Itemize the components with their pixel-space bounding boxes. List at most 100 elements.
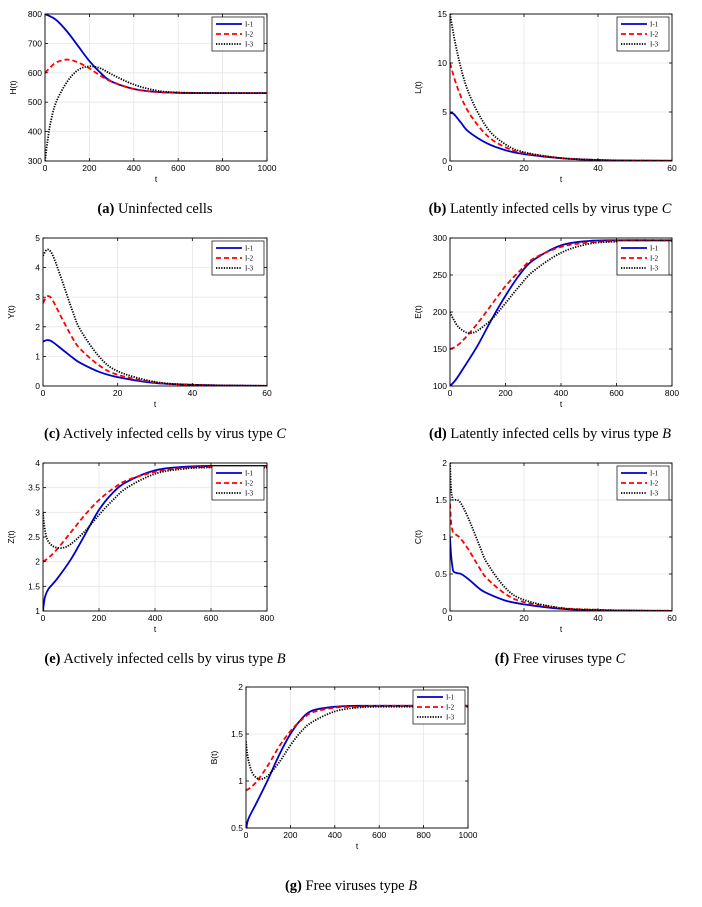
- chart-e: 0 200 400 600 800 1 1.5 2 2.5 3 3.5 4 t Z(t) I-1 I-2 I-3: [6, 458, 274, 634]
- series-line-i-3: [450, 14, 672, 161]
- x-tick-label: 600: [609, 388, 623, 398]
- x-tick-label: 0: [448, 388, 453, 398]
- axes-frame: [42, 237, 268, 387]
- axes-frame: [449, 13, 673, 162]
- y-axis-label: C(t): [413, 530, 423, 544]
- x-tick-label: 1000: [258, 163, 277, 173]
- legend-label-i-2: I-2: [446, 704, 455, 712]
- x-tick-label: 40: [188, 388, 198, 398]
- legend-label-i-1: I-1: [446, 694, 455, 702]
- y-tick-label: 0: [442, 156, 447, 166]
- caption-c-tag: (c): [43, 426, 61, 442]
- legend: I-1 I-2 I-3: [211, 240, 265, 276]
- caption-e-tag: (e): [44, 651, 61, 667]
- y-tick-label: 700: [28, 38, 42, 48]
- x-tick-label: 800: [216, 163, 230, 173]
- x-axis-label: t: [154, 624, 157, 634]
- series-group: [450, 463, 672, 611]
- x-tick-label: 400: [554, 388, 568, 398]
- chart-a: 0 200 400 600 800 1000 300 400 500 600 700 800 t H(t)…: [8, 9, 277, 184]
- x-tick-label: 60: [667, 163, 677, 173]
- x-tick-label: 40: [593, 163, 603, 173]
- series-group: [246, 704, 468, 828]
- y-tick-label: 0.5: [231, 823, 243, 833]
- caption-d-var: B: [662, 426, 671, 442]
- y-tick-label: 250: [433, 270, 447, 280]
- y-tick-label: 300: [433, 233, 447, 243]
- axes-frame: [44, 13, 268, 162]
- series-line-i-2: [246, 704, 468, 792]
- x-tick-label: 800: [417, 830, 431, 840]
- y-tick-label: 2.5: [28, 532, 40, 542]
- caption-c-var: C: [276, 426, 286, 442]
- y-tick-label: 200: [433, 307, 447, 317]
- legend-label-i-3: I-3: [650, 41, 659, 49]
- y-tick-label: 1.5: [231, 729, 243, 739]
- caption-c: (c) Actively infected cells by virus typ…: [0, 426, 330, 443]
- y-tick-label: 5: [35, 233, 40, 243]
- x-tick-label: 0: [41, 388, 46, 398]
- x-tick-label: 1000: [459, 830, 478, 840]
- x-tick-label: 400: [328, 830, 342, 840]
- x-tick-label: 0: [244, 830, 249, 840]
- y-axis-label: L(t): [413, 81, 423, 94]
- caption-g-var: B: [408, 878, 418, 894]
- legend-label-i-3: I-3: [245, 490, 254, 498]
- y-tick-label: 3: [35, 292, 40, 302]
- x-tick-label: 200: [82, 163, 96, 173]
- caption-g-tag: (g): [284, 878, 302, 894]
- legend-label-i-3: I-3: [245, 41, 254, 49]
- caption-g-text: Free viruses type: [305, 878, 405, 894]
- series-group: [43, 464, 267, 611]
- series-line-i-2: [43, 465, 267, 563]
- y-tick-label: 600: [28, 68, 42, 78]
- chart-c: 0 20 40 60 0 1 2 3 4 5 t Y(t) I-1 I-2 I-3: [6, 233, 272, 409]
- x-tick-label: 20: [519, 163, 529, 173]
- legend-label-i-3: I-3: [245, 265, 254, 273]
- x-axis-label: t: [560, 399, 563, 409]
- x-axis-label: t: [154, 399, 157, 409]
- x-axis-label: t: [560, 174, 563, 184]
- legend: I-1 I-2 I-3: [211, 16, 265, 52]
- legend: I-1 I-2 I-3: [211, 465, 265, 501]
- legend-label-i-1: I-1: [245, 245, 254, 253]
- caption-g: (g) Free viruses type B: [251, 878, 451, 895]
- series-group: [450, 239, 672, 386]
- x-tick-label: 60: [262, 388, 272, 398]
- series-line-i-2: [450, 239, 672, 350]
- series-group: [450, 14, 672, 161]
- caption-b-tag: (b): [428, 201, 447, 217]
- legend-label-i-1: I-1: [650, 470, 659, 478]
- x-axis-label: t: [560, 624, 563, 634]
- x-tick-label: 200: [283, 830, 297, 840]
- y-axis-label: Y(t): [6, 305, 16, 319]
- legend-label-i-3: I-3: [650, 265, 659, 273]
- y-tick-label: 1: [238, 776, 243, 786]
- caption-d-text: Latently infected cells by virus type: [450, 426, 659, 442]
- y-tick-label: 3: [35, 507, 40, 517]
- caption-d: (d) Latently infected cells by virus typ…: [400, 426, 700, 443]
- caption-f-tag: (f): [494, 651, 510, 667]
- chart-d: 0 200 400 600 800100150200250300tE(t)I-1I-2I…: [413, 233, 679, 409]
- y-tick-label: 3.5: [28, 483, 40, 493]
- y-tick-label: 1: [35, 351, 40, 361]
- y-tick-label: 1.5: [435, 495, 447, 505]
- x-axis-label: t: [155, 174, 158, 184]
- y-tick-label: 2: [35, 557, 40, 567]
- x-tick-label: 0: [41, 613, 46, 623]
- x-tick-label: 200: [498, 388, 512, 398]
- legend-label-i-2: I-2: [245, 480, 254, 488]
- caption-a-text: Uninfected cells: [117, 201, 213, 217]
- x-axis-label: t: [356, 841, 359, 851]
- y-tick-label: 100: [433, 381, 447, 391]
- x-tick-label: 0: [43, 163, 48, 173]
- x-tick-label: 600: [372, 830, 386, 840]
- caption-b: (b) Latently infected cells by virus typ…: [400, 201, 700, 218]
- x-tick-label: 60: [667, 613, 677, 623]
- y-axis-label: B(t): [209, 750, 219, 764]
- y-tick-label: 150: [433, 344, 447, 354]
- caption-b-var: C: [661, 201, 672, 217]
- x-tick-label: 400: [148, 613, 162, 623]
- caption-e-text: Actively infected cells by virus type: [63, 651, 274, 667]
- y-tick-label: 300: [28, 156, 42, 166]
